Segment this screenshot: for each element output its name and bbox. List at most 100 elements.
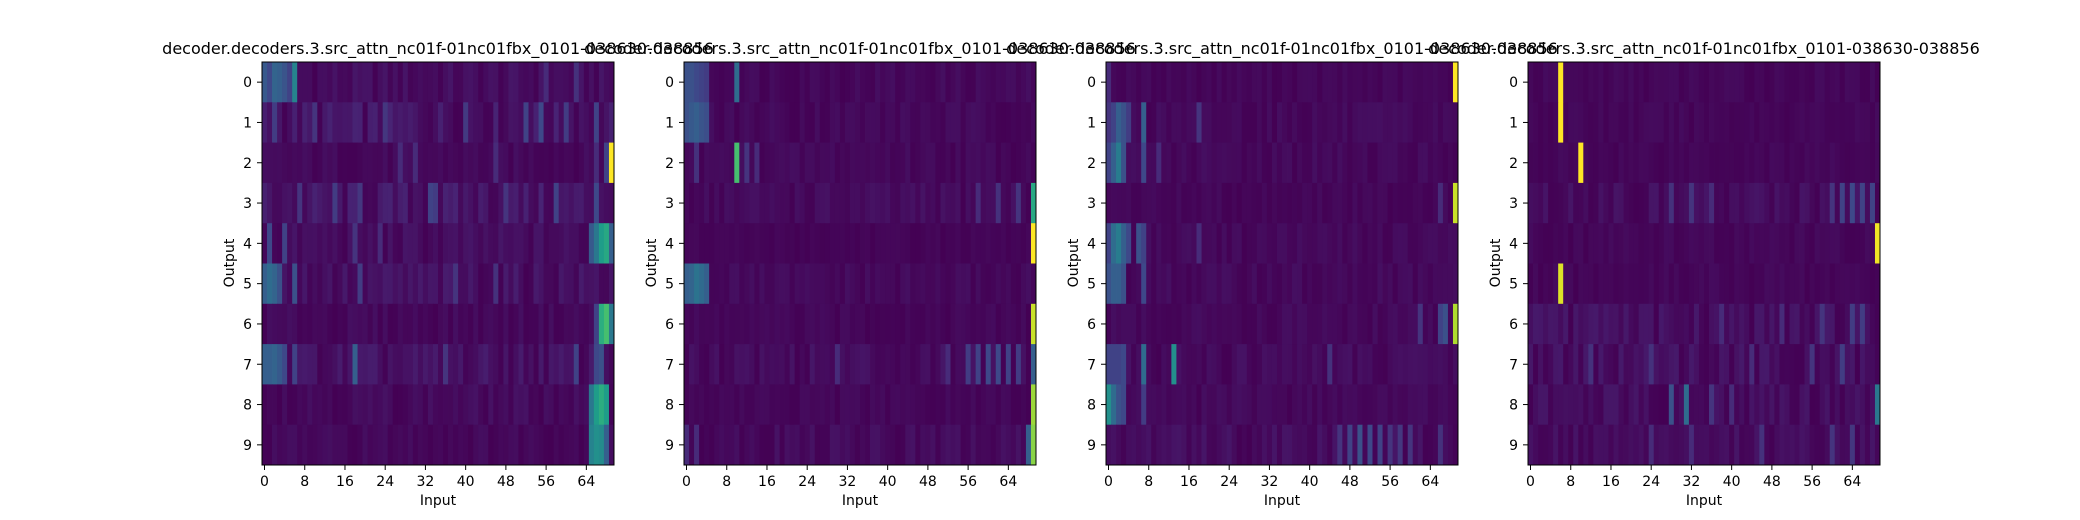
heatmap-cell xyxy=(468,223,474,264)
heatmap-cell xyxy=(915,424,921,466)
heatmap-cell xyxy=(900,263,906,305)
heatmap-cell xyxy=(744,102,750,143)
heatmap-cell xyxy=(1161,223,1167,264)
heatmap-cell xyxy=(523,424,529,466)
heatmap-cell xyxy=(975,62,982,103)
heatmap-cell xyxy=(975,182,982,224)
heatmap-cell xyxy=(1648,182,1655,224)
heatmap-cell xyxy=(1276,303,1283,345)
heatmap-cell xyxy=(779,62,785,103)
heatmap-cell xyxy=(1307,424,1313,466)
heatmap-cell xyxy=(1106,263,1112,305)
heatmap-cell xyxy=(774,223,780,264)
heatmap-cell xyxy=(608,384,615,426)
heatmap-cell xyxy=(739,223,745,264)
heatmap-cell xyxy=(448,303,454,345)
heatmap-cell xyxy=(1382,142,1388,184)
heatmap-cell xyxy=(839,142,846,184)
heatmap-cell xyxy=(1377,384,1383,426)
heatmap-cell xyxy=(1136,384,1142,426)
heatmap-cell xyxy=(774,182,780,224)
heatmap-cell xyxy=(1673,384,1680,426)
heatmap-cell xyxy=(930,223,936,264)
heatmap-cell xyxy=(1839,344,1846,385)
heatmap-cell xyxy=(1553,263,1559,305)
heatmap-cell xyxy=(895,142,901,184)
heatmap-cell xyxy=(1568,102,1574,143)
heatmap-cell xyxy=(854,303,861,345)
heatmap-cell xyxy=(814,303,821,345)
heatmap-cell xyxy=(799,223,806,264)
heatmap-cell xyxy=(1864,424,1871,466)
heatmap-cell xyxy=(1764,384,1770,426)
heatmap-cell xyxy=(1161,303,1167,345)
heatmap-cell xyxy=(1387,62,1394,103)
heatmap-cell xyxy=(694,182,700,224)
heatmap-cell xyxy=(533,424,539,466)
heatmap-cell xyxy=(844,223,851,264)
heatmap-cell xyxy=(1000,424,1007,466)
heatmap-cell xyxy=(282,263,288,305)
heatmap-cell xyxy=(1799,424,1805,466)
heatmap-cell xyxy=(1608,102,1614,143)
heatmap-cell xyxy=(347,263,353,305)
heatmap-cell xyxy=(1332,142,1338,184)
heatmap-cell xyxy=(940,142,946,184)
heatmap-cell xyxy=(503,384,509,426)
x-tick-label: 16 xyxy=(1602,474,1620,490)
heatmap-cell xyxy=(603,344,610,385)
heatmap-cell xyxy=(1563,223,1569,264)
heatmap-cell xyxy=(1849,384,1856,426)
heatmap-cell xyxy=(1297,424,1303,466)
heatmap-cell xyxy=(744,182,750,224)
heatmap-cell xyxy=(1337,223,1343,264)
y-tick-label: 5 xyxy=(243,277,252,293)
heatmap-cell xyxy=(1357,424,1363,466)
heatmap-cell xyxy=(1698,303,1705,345)
x-tick-label: 48 xyxy=(1763,474,1781,490)
heatmap-cell xyxy=(1854,182,1861,224)
heatmap-cell xyxy=(1814,223,1821,264)
heatmap-cell xyxy=(427,102,434,143)
heatmap-cell xyxy=(448,62,454,103)
heatmap-cell xyxy=(1719,344,1725,385)
heatmap-cell xyxy=(443,424,449,466)
heatmap-cell xyxy=(1789,303,1795,345)
heatmap-cell xyxy=(1387,102,1394,143)
heatmap-cell xyxy=(759,303,765,345)
x-tick-label: 32 xyxy=(1261,474,1279,490)
heatmap-cell xyxy=(553,182,560,224)
heatmap-cell xyxy=(844,62,851,103)
heatmap-cell xyxy=(1231,344,1238,385)
heatmap-cell xyxy=(417,102,424,143)
heatmap-cell xyxy=(327,263,333,305)
heatmap-cell xyxy=(1578,182,1584,224)
heatmap-cell xyxy=(1276,102,1283,143)
heatmap-cell xyxy=(915,263,921,305)
heatmap-cell xyxy=(684,62,690,103)
heatmap-cell xyxy=(1352,303,1358,345)
heatmap-cell xyxy=(1251,62,1258,103)
heatmap-cell xyxy=(870,424,876,466)
heatmap-cell xyxy=(1874,62,1881,103)
heatmap-cell xyxy=(1754,344,1760,385)
heatmap-cell xyxy=(1166,303,1172,345)
heatmap-cell xyxy=(1618,424,1624,466)
heatmap-cell xyxy=(1337,424,1343,466)
heatmap-cell xyxy=(955,102,961,143)
y-tick-label: 9 xyxy=(665,438,674,454)
heatmap-cell xyxy=(287,263,293,305)
heatmap-cell xyxy=(422,344,429,385)
heatmap-cell xyxy=(834,102,841,143)
heatmap-cell xyxy=(865,263,871,305)
heatmap-cell xyxy=(1000,223,1007,264)
x-axis-label: Input xyxy=(1686,493,1723,509)
heatmap-cell xyxy=(568,62,575,103)
heatmap-cell xyxy=(1744,384,1750,426)
heatmap-cell xyxy=(1593,384,1599,426)
heatmap-cell xyxy=(372,384,379,426)
heatmap-cell xyxy=(970,424,977,466)
heatmap-cell xyxy=(779,223,785,264)
heatmap-cell xyxy=(443,102,449,143)
heatmap-cell xyxy=(935,102,941,143)
